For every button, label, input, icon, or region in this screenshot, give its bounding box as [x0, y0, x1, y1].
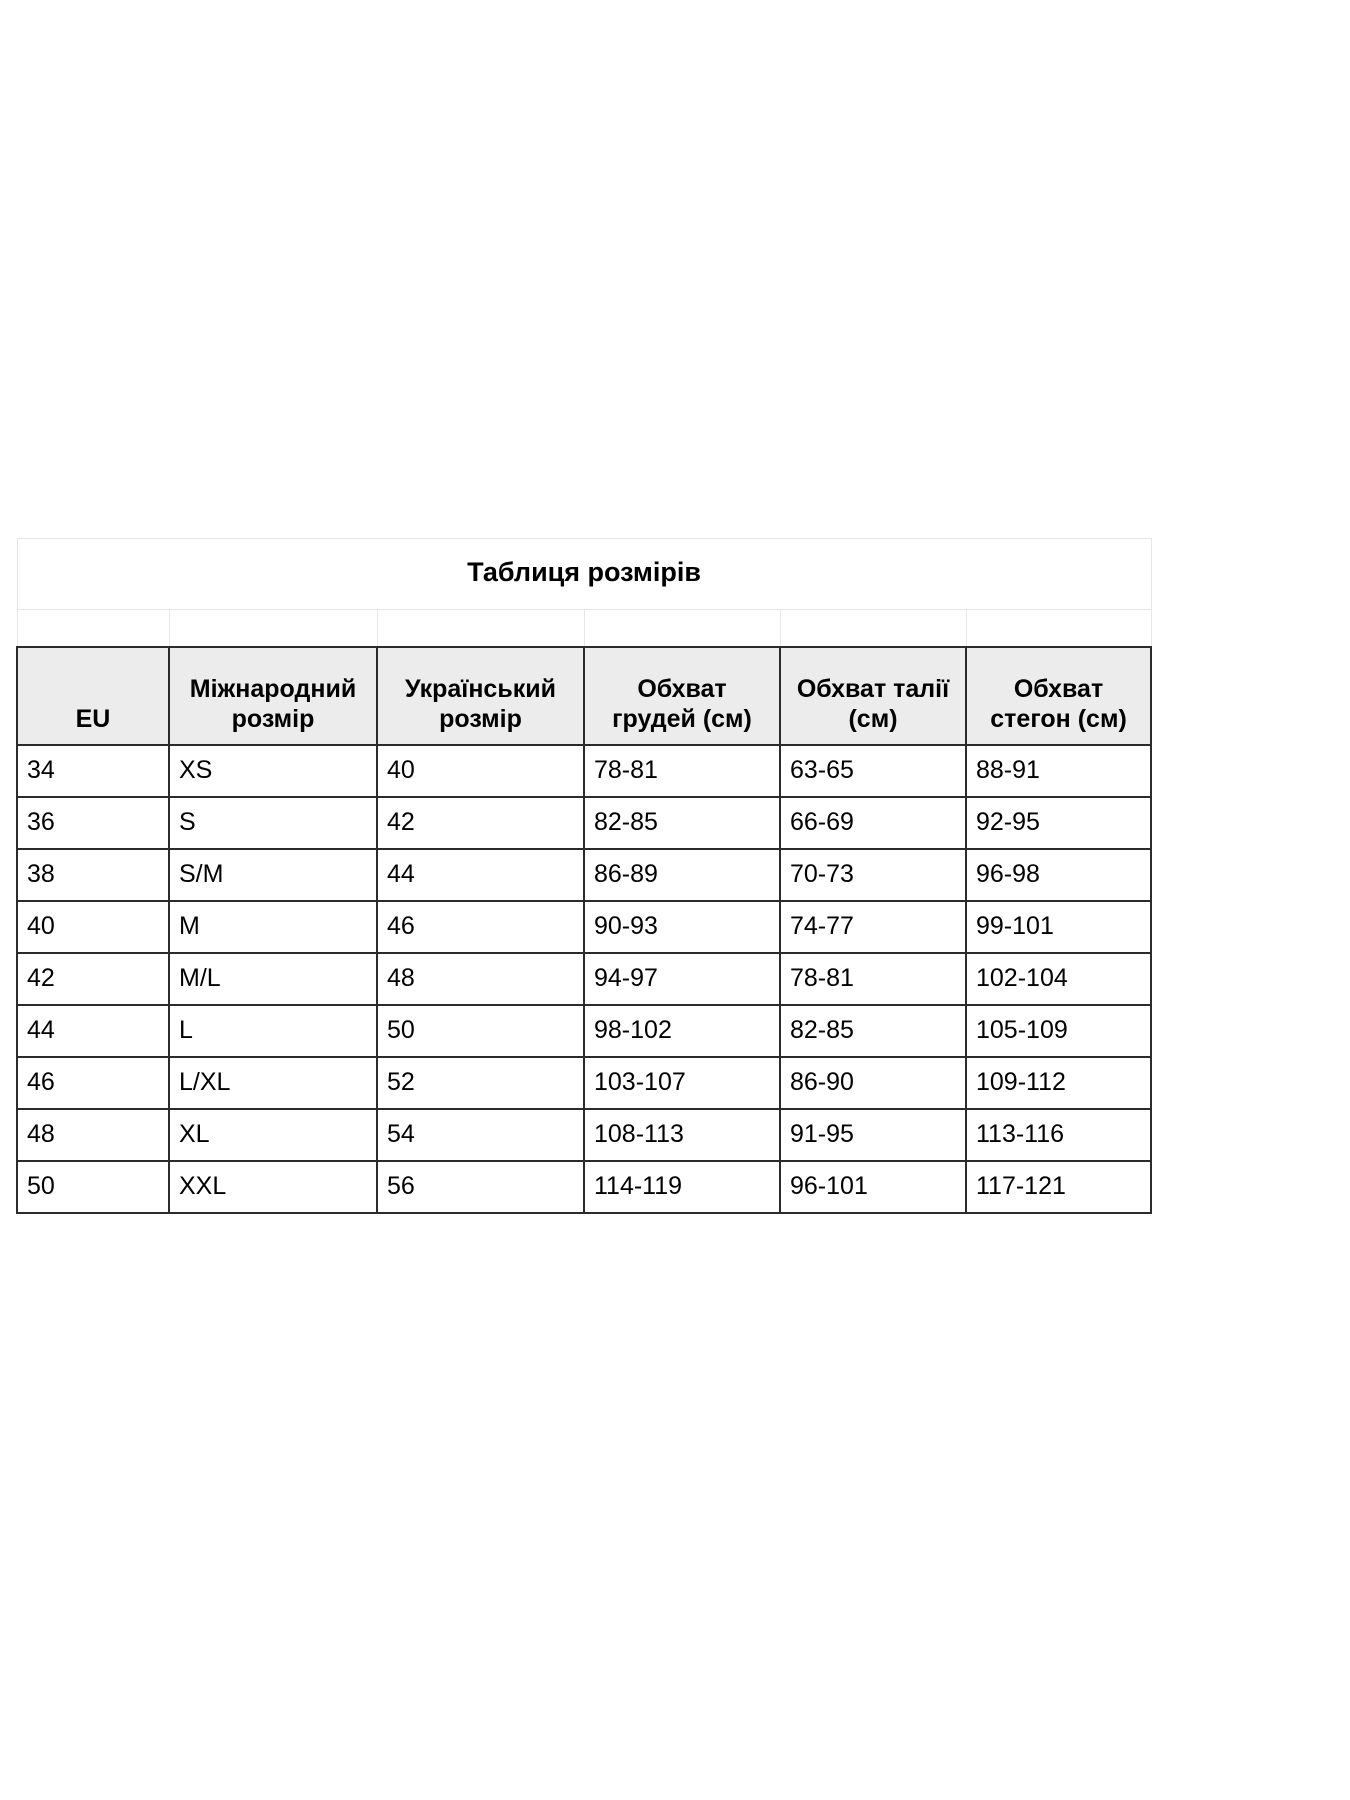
cell-chest: 114-119	[583, 1160, 781, 1214]
cell-eu: 38	[16, 848, 170, 902]
cell-ukrainian-size: 40	[376, 744, 585, 798]
column-header-waist: Обхват талії (см)	[779, 646, 967, 746]
cell-hips: 92-95	[964, 796, 1153, 850]
table-row: 48 XL 54 108-113 91-95 113-116	[16, 1108, 1153, 1162]
cell-international-size: L/XL	[168, 1056, 378, 1110]
cell-eu: 48	[16, 1108, 170, 1162]
cell-chest: 98-102	[583, 1004, 781, 1058]
size-chart-container: Таблиця розмірів EU Міжнародний розмір Ук…	[16, 538, 1153, 1214]
column-header-line: Український	[405, 675, 556, 703]
cell-international-size: M	[168, 900, 378, 954]
cell-hips: 113-116	[964, 1108, 1153, 1162]
cell-hips: 88-91	[964, 744, 1153, 798]
cell-waist: 82-85	[779, 1004, 967, 1058]
cell-waist: 74-77	[779, 900, 967, 954]
cell-hips: 96-98	[964, 848, 1153, 902]
column-header-hips: Обхват стегон (см)	[964, 646, 1153, 746]
cell-waist: 96-101	[779, 1160, 967, 1214]
cell-chest: 90-93	[583, 900, 781, 954]
table-body: 34 XS 40 78-81 63-65 88-91 36 S 42 82-85 66-69 92-9…	[16, 744, 1153, 1214]
cell-hips: 105-109	[964, 1004, 1153, 1058]
table-row: 50 XXL 56 114-119 96-101 117-121	[16, 1160, 1153, 1214]
cell-ukrainian-size: 48	[376, 952, 585, 1006]
cell-ukrainian-size: 44	[376, 848, 585, 902]
table-header-row: EU Міжнародний розмір Український розмір О…	[16, 646, 1153, 746]
cell-waist: 91-95	[779, 1108, 967, 1162]
cell-waist: 86-90	[779, 1056, 967, 1110]
spacer-cell	[779, 609, 967, 648]
table-title: Таблиця розмірів	[16, 538, 1152, 610]
table-title-row: Таблиця розмірів	[16, 538, 1152, 610]
table-head: Таблиця розмірів EU Міжнародний розмір Ук…	[16, 538, 1153, 746]
cell-chest: 94-97	[583, 952, 781, 1006]
column-header-line: розмір	[231, 704, 315, 733]
column-header-line: Обхват	[1013, 675, 1104, 703]
column-header-international-size: Міжнародний розмір	[168, 646, 378, 746]
cell-international-size: XL	[168, 1108, 378, 1162]
cell-international-size: XS	[168, 744, 378, 798]
cell-chest: 82-85	[583, 796, 781, 850]
cell-eu: 36	[16, 796, 170, 850]
cell-waist: 66-69	[779, 796, 967, 850]
cell-ukrainian-size: 56	[376, 1160, 585, 1214]
column-header-line: Міжнародний	[189, 675, 357, 703]
cell-hips: 109-112	[964, 1056, 1153, 1110]
column-header-line: EU	[75, 704, 111, 733]
size-chart-table: Таблиця розмірів EU Міжнародний розмір Ук…	[16, 538, 1153, 1214]
cell-eu: 44	[16, 1004, 170, 1058]
cell-ukrainian-size: 54	[376, 1108, 585, 1162]
cell-hips: 99-101	[964, 900, 1153, 954]
cell-hips: 102-104	[964, 952, 1153, 1006]
column-header-ukrainian-size: Український розмір	[376, 646, 585, 746]
spacer-cell	[16, 609, 170, 648]
cell-waist: 63-65	[779, 744, 967, 798]
table-row: 46 L/XL 52 103-107 86-90 109-112	[16, 1056, 1153, 1110]
table-row: 42 M/L 48 94-97 78-81 102-104	[16, 952, 1153, 1006]
cell-ukrainian-size: 42	[376, 796, 585, 850]
cell-eu: 42	[16, 952, 170, 1006]
cell-international-size: XXL	[168, 1160, 378, 1214]
cell-hips: 117-121	[964, 1160, 1153, 1214]
spacer-cell	[376, 609, 585, 648]
column-header-chest: Обхват грудей (см)	[583, 646, 781, 746]
cell-ukrainian-size: 52	[376, 1056, 585, 1110]
cell-chest: 86-89	[583, 848, 781, 902]
table-row: 40 M 46 90-93 74-77 99-101	[16, 900, 1153, 954]
table-spacer-row	[16, 609, 1152, 648]
column-header-line: (см)	[848, 704, 898, 733]
cell-chest: 108-113	[583, 1108, 781, 1162]
cell-international-size: S	[168, 796, 378, 850]
table-row: 36 S 42 82-85 66-69 92-95	[16, 796, 1153, 850]
table-row: 44 L 50 98-102 82-85 105-109	[16, 1004, 1153, 1058]
cell-waist: 70-73	[779, 848, 967, 902]
column-header-line: стегон (см)	[990, 704, 1127, 733]
cell-ukrainian-size: 46	[376, 900, 585, 954]
cell-international-size: S/M	[168, 848, 378, 902]
cell-eu: 46	[16, 1056, 170, 1110]
cell-chest: 78-81	[583, 744, 781, 798]
column-header-eu: EU	[16, 646, 170, 746]
spacer-cell	[583, 609, 781, 648]
cell-waist: 78-81	[779, 952, 967, 1006]
spacer-cell	[168, 609, 378, 648]
column-header-line: грудей (см)	[612, 704, 752, 733]
column-header-line: розмір	[439, 704, 522, 733]
cell-eu: 40	[16, 900, 170, 954]
cell-eu: 34	[16, 744, 170, 798]
cell-eu: 50	[16, 1160, 170, 1214]
cell-chest: 103-107	[583, 1056, 781, 1110]
table-row: 38 S/M 44 86-89 70-73 96-98	[16, 848, 1153, 902]
cell-international-size: L	[168, 1004, 378, 1058]
column-header-line: Обхват талії	[796, 675, 950, 703]
spacer-cell	[965, 609, 1152, 648]
cell-ukrainian-size: 50	[376, 1004, 585, 1058]
column-header-line: Обхват	[637, 675, 727, 703]
cell-international-size: M/L	[168, 952, 378, 1006]
table-row: 34 XS 40 78-81 63-65 88-91	[16, 744, 1153, 798]
